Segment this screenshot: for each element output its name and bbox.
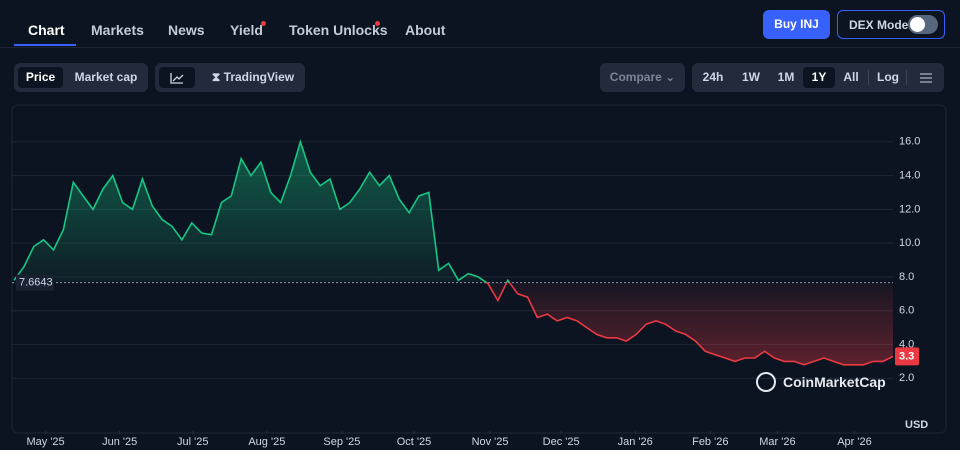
- last-price-label: 3.3: [899, 350, 914, 362]
- x-tick-label: Jul '25: [177, 436, 208, 448]
- buy-button[interactable]: Buy INJ: [763, 10, 830, 39]
- plot-frame: [11, 104, 947, 434]
- toggle-knob: [910, 17, 925, 32]
- compare-dropdown[interactable]: Compare ⌄: [600, 63, 685, 92]
- y-tick-label: 14.0: [899, 169, 920, 181]
- tab[interactable]: News: [168, 22, 205, 38]
- candle-icon: ⧗: [211, 70, 221, 84]
- y-tick-label: 6.0: [899, 305, 914, 317]
- tradingview-button[interactable]: ⧗ TradingView: [205, 67, 301, 88]
- market-cap-button[interactable]: Market cap: [74, 70, 138, 84]
- log-button[interactable]: Log: [877, 70, 899, 84]
- range-button[interactable]: All: [843, 70, 859, 84]
- y-tick-label: 10.0: [899, 237, 920, 249]
- range-button[interactable]: 24h: [702, 70, 724, 84]
- price-button[interactable]: Price: [18, 67, 63, 88]
- dex-mode-toggle[interactable]: DEX Mode: [837, 10, 945, 39]
- range-button[interactable]: 1W: [742, 70, 760, 84]
- separator: [906, 70, 907, 85]
- tab[interactable]: About: [405, 22, 446, 38]
- active-tab-indicator: [14, 44, 76, 46]
- range-button[interactable]: 1M: [777, 70, 795, 84]
- x-tick-label: Sep '25: [323, 436, 360, 448]
- y-tick-label: 8.0: [899, 271, 914, 283]
- settings-icon: [920, 73, 932, 83]
- settings-button[interactable]: [912, 67, 940, 88]
- y-tick-label: 2.0: [899, 372, 914, 384]
- tab[interactable]: Markets: [91, 22, 144, 38]
- chart-style-switch: ⧗ TradingView: [155, 63, 305, 92]
- notification-dot: [261, 21, 266, 26]
- separator: [868, 70, 869, 85]
- last-price-bg: [895, 347, 919, 366]
- tradingview-label: TradingView: [223, 70, 295, 84]
- x-tick-label: May '25: [27, 436, 65, 448]
- line-icon: [170, 73, 184, 84]
- y-tick-label: 16.0: [899, 136, 920, 148]
- price-line: [13, 139, 894, 366]
- area-fill: [14, 141, 893, 365]
- x-tick-label: Feb '26: [692, 436, 728, 448]
- compare-label: Compare ⌄: [609, 70, 676, 84]
- x-tick-label: Jan '26: [618, 436, 653, 448]
- tab[interactable]: Token Unlocks: [289, 22, 388, 38]
- baseline-label: 7.6643: [19, 277, 53, 289]
- divider: [0, 47, 960, 48]
- notification-dot: [375, 21, 380, 26]
- view-switch: Price Market cap: [14, 63, 148, 92]
- x-tick-label: Apr '26: [837, 436, 872, 448]
- x-tick-label: Aug '25: [248, 436, 285, 448]
- tab[interactable]: Yield: [230, 22, 263, 38]
- y-axis-unit: USD: [905, 419, 928, 431]
- watermark-logo: [756, 372, 776, 392]
- dex-mode-label: DEX Mode: [849, 18, 909, 32]
- compare-text: Compare: [609, 70, 662, 84]
- y-tick-label: 12.0: [899, 203, 920, 215]
- watermark: CoinMarketCap: [783, 374, 886, 390]
- x-tick-label: Dec '25: [543, 436, 580, 448]
- x-tick-label: Jun '25: [102, 436, 137, 448]
- line-chart-button[interactable]: [159, 67, 195, 88]
- baseline-label-bg: [16, 274, 54, 291]
- x-tick-label: Oct '25: [397, 436, 432, 448]
- x-tick-label: Nov '25: [472, 436, 509, 448]
- range-switch: 24h 1W 1M 1Y All Log: [692, 63, 944, 92]
- x-tick-label: Mar '26: [759, 436, 795, 448]
- tab[interactable]: Chart: [28, 22, 65, 38]
- range-button[interactable]: 1Y: [803, 67, 835, 88]
